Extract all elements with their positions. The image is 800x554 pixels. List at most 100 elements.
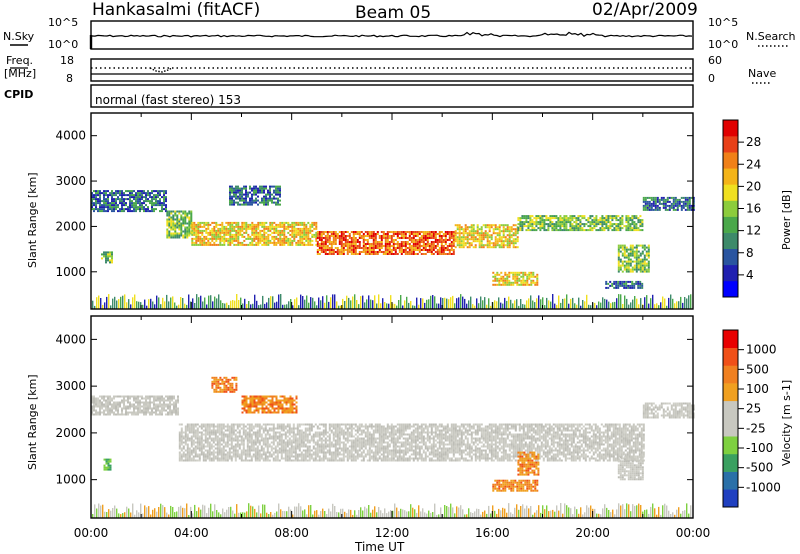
beam-title: Beam 05 [355, 3, 431, 23]
date-title: 02/Apr/2009 [592, 0, 698, 20]
colorbar-segment [723, 383, 738, 402]
ytick-label: 2000 [55, 219, 86, 233]
velocity-panel: 4000 3000 2000 1000 Slant Range [km] [26, 315, 695, 519]
noise-left-tick-top: 10^5 [48, 16, 78, 29]
colorbar-tick-label: -500 [746, 461, 773, 475]
colorbar-segment [723, 418, 738, 437]
power-panel: 4000 3000 2000 1000 Slant Range [km] [26, 112, 695, 310]
velocity-echo-region [178, 423, 645, 462]
colorbar-tick-label: 25 [746, 402, 761, 416]
power-echo-region [229, 185, 281, 206]
xtick-label: 20:00 [575, 526, 610, 540]
xtick-label: 04:00 [174, 526, 209, 540]
power-colorbar-label: Power [dB] [780, 190, 793, 250]
power-echo-region [166, 210, 193, 239]
colorbar-tick-label: 4 [746, 268, 754, 282]
power-near-range-clutter [92, 294, 692, 309]
colorbar-tick-label: -100 [746, 441, 773, 455]
colorbar-segment [723, 264, 738, 282]
power-echo-region [492, 271, 539, 286]
freq-right-tick-bottom: 0 [708, 72, 715, 85]
velocity-echo-region [211, 376, 238, 393]
power-colorbar: 28 24 20 16 12 8 4 Power [dB] [722, 119, 793, 298]
cpid-mode-text: normal (fast stereo) 153 [95, 93, 241, 107]
velocity-echo-region [517, 451, 540, 476]
x-axis-label: Time UT [354, 540, 405, 554]
colorbar-segment [723, 248, 738, 266]
colorbar-tick-label: 20 [746, 179, 761, 193]
ytick-label: 1000 [55, 473, 86, 487]
colorbar-tick-label: 12 [746, 224, 761, 238]
velocity-frame [90, 315, 694, 519]
colorbar-segment [723, 152, 738, 169]
colorbar-segment [723, 216, 738, 233]
power-echo-region [617, 244, 650, 273]
colorbar-tick-label: 1000 [746, 343, 777, 357]
colorbar-tick-label: 28 [746, 135, 761, 149]
colorbar-tick-label: -1000 [746, 480, 781, 494]
noise-right-tick-top: 10^5 [708, 16, 738, 29]
colorbar-tick-label: 24 [746, 157, 761, 171]
velocity-echo-region [91, 395, 179, 416]
colorbar-tick-label: 100 [746, 382, 769, 396]
velocity-echo-region [617, 456, 644, 481]
velocity-yticks: 4000 3000 2000 1000 [55, 332, 693, 487]
velocity-echo-region [642, 402, 695, 419]
power-echo-region [642, 196, 695, 211]
ytick-label: 4000 [55, 129, 86, 143]
colorbar-segment [723, 400, 738, 419]
colorbar-segment [723, 168, 738, 185]
xtick-label: 00:00 [676, 526, 711, 540]
colorbar-segment [723, 365, 738, 384]
power-echo-region [605, 280, 644, 289]
colorbar-tick-label: 8 [746, 246, 754, 260]
xtick-label: 12:00 [375, 526, 410, 540]
power-echo-region [191, 221, 318, 246]
colorbar-segment [723, 347, 738, 366]
velocity-echoes [91, 376, 695, 518]
power-echoes [91, 185, 695, 309]
power-yticks: 4000 3000 2000 1000 [55, 129, 693, 279]
colorbar-tick-label: -25 [746, 421, 766, 435]
velocity-echo-region [492, 479, 539, 492]
ytick-label: 3000 [55, 379, 86, 393]
cpid-strip: CPID normal (fast stereo) 153 [4, 84, 694, 108]
noise-left-tick-bottom: 10^0 [48, 38, 78, 51]
ytick-label: 3000 [55, 174, 86, 188]
colorbar-segment [723, 136, 738, 153]
noise-search-label: N.Search [746, 30, 796, 43]
colorbar-segment [723, 232, 738, 250]
cpid-label: CPID [4, 88, 33, 101]
colorbar-segment [723, 120, 738, 137]
x-axis-tick-labels: 00:00 04:00 08:00 12:00 16:00 20:00 00:00 [74, 526, 711, 540]
ytick-label: 1000 [55, 265, 86, 279]
freq-right-tick-top: 60 [708, 54, 722, 67]
colorbar-segment [723, 489, 738, 508]
colorbar-tick-label: 16 [746, 202, 761, 216]
xtick-label: 00:00 [74, 526, 109, 540]
frequency-strip: Freq. [MHz] 18 8 60 0 Nave [4, 54, 776, 85]
noise-sky-label: N.Sky [3, 30, 35, 43]
power-echo-region [316, 231, 455, 255]
velocity-echo-region [103, 458, 112, 471]
velocity-colorbar-label: Velocity [m s-1] [780, 380, 793, 466]
freq-left-tick-top: 18 [60, 54, 74, 67]
velocity-colorbar: 1000 500 100 25 -25 -100 -500 -1000 Velocity [m… [722, 329, 793, 508]
colorbar-tick-label: 500 [746, 362, 769, 376]
station-title: Hankasalmi (fitACF) [92, 0, 260, 20]
power-echo-region [454, 224, 519, 249]
colorbar-segment [723, 453, 738, 472]
noise-right-tick-bottom: 10^0 [708, 38, 738, 51]
noise-strip: N.Sky 10^5 10^0 10^5 10^0 N.Search [3, 16, 796, 51]
velocity-xticks [90, 316, 694, 518]
power-xticks [90, 113, 694, 309]
freq-label-line2: [MHz] [4, 67, 36, 80]
power-echo-region [517, 215, 644, 232]
colorbar-segment [723, 436, 738, 455]
xtick-label: 08:00 [274, 526, 309, 540]
ytick-label: 4000 [55, 332, 86, 346]
power-ylabel: Slant Range [km] [26, 172, 39, 268]
xtick-label: 16:00 [475, 526, 510, 540]
ytick-label: 2000 [55, 426, 86, 440]
